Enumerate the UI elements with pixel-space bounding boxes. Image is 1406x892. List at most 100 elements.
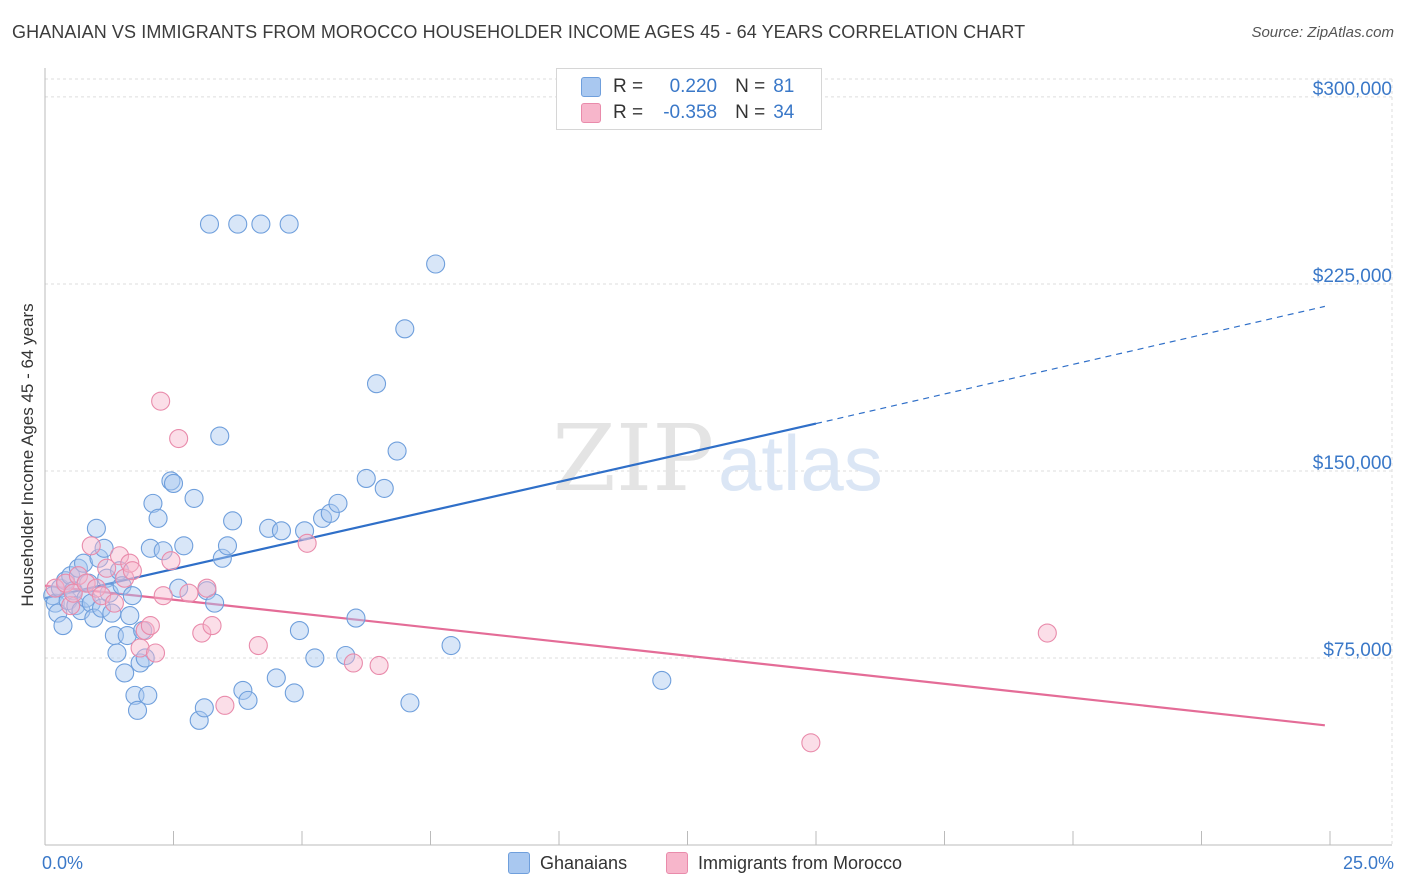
y-axis-label: Householder Income Ages 45 - 64 years <box>18 303 37 607</box>
data-point-ghanaians <box>251 214 271 234</box>
data-point-morocco <box>169 429 189 449</box>
data-point-ghanaians <box>320 503 340 523</box>
data-point-morocco <box>130 638 150 658</box>
data-point-morocco <box>115 568 135 588</box>
data-point-ghanaians <box>43 586 63 606</box>
y-tick-label: $150,000 <box>1313 453 1392 474</box>
data-point-ghanaians <box>169 578 189 598</box>
watermark-zip: ZIP <box>552 405 714 512</box>
data-point-ghanaians <box>328 493 348 513</box>
data-point-ghanaians <box>199 214 220 234</box>
y-tick-label: $300,000 <box>1313 79 1392 100</box>
data-point-ghanaians <box>271 521 291 541</box>
data-point-ghanaians <box>53 616 73 636</box>
data-point-ghanaians <box>279 214 299 234</box>
y-tick-labels: $75,000 $150,000 $225,000 $300,000 <box>1313 79 1392 661</box>
data-point-ghanaians <box>122 586 142 606</box>
data-point-morocco <box>202 616 222 636</box>
data-point-morocco <box>68 566 88 586</box>
data-point-ghanaians <box>223 511 243 531</box>
data-point-ghanaians <box>400 693 420 713</box>
legend-swatch-morocco <box>581 103 601 123</box>
data-point-ghanaians <box>652 670 672 690</box>
data-point-ghanaians <box>117 625 137 646</box>
data-point-ghanaians <box>356 468 376 488</box>
data-point-ghanaians <box>205 593 225 613</box>
data-point-morocco <box>153 586 173 606</box>
data-point-ghanaians <box>212 548 232 568</box>
legend-item-ghanaians[interactable]: Ghanaians <box>508 852 627 874</box>
trend-line-morocco <box>44 584 1325 727</box>
data-point-ghanaians <box>305 648 325 668</box>
data-point-ghanaians <box>295 521 315 541</box>
data-point-morocco <box>81 536 101 556</box>
data-point-ghanaians <box>210 426 230 446</box>
data-points <box>43 214 1057 753</box>
data-point-ghanaians <box>184 488 204 508</box>
data-point-morocco <box>97 558 117 578</box>
x-tick-label-max: 25.0% <box>1342 853 1394 873</box>
legend-r-label: R = <box>613 102 644 123</box>
data-point-ghanaians <box>127 700 148 720</box>
legend-swatch-morocco <box>666 852 688 874</box>
data-point-ghanaians <box>289 621 309 641</box>
data-point-ghanaians <box>135 648 155 668</box>
data-point-ghanaians <box>161 471 181 491</box>
data-point-ghanaians <box>217 536 238 556</box>
legend-r-value: 0.220 <box>669 76 718 97</box>
legend-row-ghanaians: R = 0.220 N = 81 <box>581 75 794 99</box>
x-tick-label-min: 0.0% <box>42 853 84 873</box>
data-point-ghanaians <box>148 508 168 528</box>
data-point-morocco <box>248 635 268 656</box>
data-point-ghanaians <box>115 663 135 683</box>
source-credit: Source: ZipAtlas.com <box>1251 24 1394 41</box>
legend-r-value: -0.358 <box>663 102 718 123</box>
data-point-ghanaians <box>441 635 461 656</box>
data-point-ghanaians <box>138 685 158 705</box>
data-point-ghanaians <box>374 478 394 498</box>
legend-n-label: N = <box>735 102 766 123</box>
data-point-ghanaians <box>174 536 194 556</box>
data-point-morocco <box>45 578 65 598</box>
legend-swatch-ghanaians <box>581 77 601 97</box>
legend-item-morocco[interactable]: Immigrants from Morocco <box>666 852 902 874</box>
data-point-morocco <box>197 578 217 598</box>
data-point-ghanaians <box>86 518 106 538</box>
data-point-morocco <box>161 551 181 571</box>
data-point-ghanaians <box>163 473 184 493</box>
data-point-ghanaians <box>336 645 356 666</box>
chart-title: GHANAIAN VS IMMIGRANTS FROM MOROCCO HOUS… <box>12 22 1026 42</box>
axes <box>44 68 1392 846</box>
data-point-morocco <box>104 593 124 613</box>
data-point-morocco <box>215 695 235 715</box>
data-point-morocco <box>179 583 199 603</box>
data-point-ghanaians <box>395 319 415 339</box>
data-point-morocco <box>801 733 821 753</box>
data-point-ghanaians <box>228 214 248 234</box>
watermark-atlas: atlas <box>718 419 883 507</box>
watermark: ZIP atlas <box>552 405 883 512</box>
data-point-ghanaians <box>107 643 127 663</box>
trend-line-extension <box>815 305 1325 425</box>
data-point-ghanaians <box>426 254 446 274</box>
data-point-morocco <box>109 546 130 566</box>
data-point-morocco <box>145 643 166 663</box>
data-point-morocco <box>297 533 317 553</box>
legend-label-ghanaians: Ghanaians <box>540 852 628 873</box>
data-point-morocco <box>120 553 140 573</box>
data-point-ghanaians <box>194 698 214 718</box>
legend-swatch-ghanaians <box>508 852 530 874</box>
legend-n-value: 34 <box>773 102 795 123</box>
data-point-morocco <box>122 561 142 581</box>
y-tick-label: $225,000 <box>1313 266 1392 287</box>
data-point-ghanaians <box>266 668 286 688</box>
data-point-ghanaians <box>84 608 104 628</box>
data-point-morocco <box>1037 623 1057 643</box>
data-point-morocco <box>343 653 363 673</box>
data-point-ghanaians <box>74 553 94 573</box>
correlation-legend: R = 0.220 N = 81 R = -0.358 N = 34 <box>556 68 822 130</box>
y-tick-label: $75,000 <box>1323 640 1392 661</box>
data-point-ghanaians <box>238 690 258 710</box>
data-point-morocco <box>369 655 389 676</box>
data-point-morocco <box>63 583 83 603</box>
